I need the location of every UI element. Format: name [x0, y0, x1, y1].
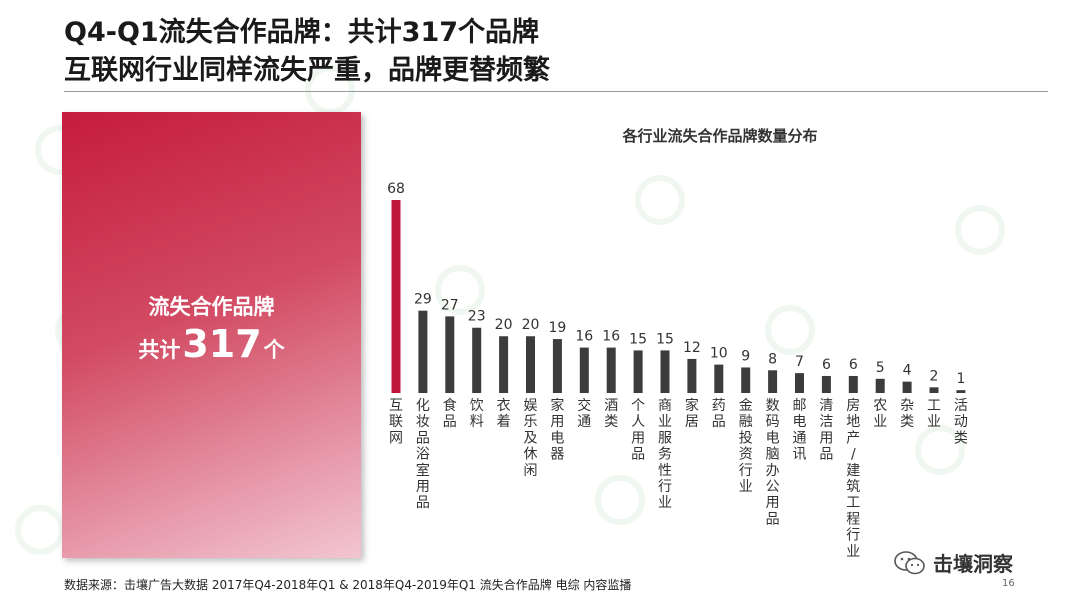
summary-label: 流失合作品牌	[148, 295, 275, 319]
value-label-19: 4	[903, 363, 912, 379]
value-label-2: 27	[441, 297, 459, 313]
summary-prefix: 共计	[138, 338, 181, 362]
bar-3	[472, 327, 482, 393]
category-label-13: 金融投资行业	[739, 398, 753, 495]
page-title-line-1: Q4-Q1流失合作品牌：共计317个品牌	[64, 17, 540, 48]
category-label-4: 衣着	[497, 398, 511, 430]
summary-suffix: 个	[263, 338, 285, 362]
value-label-16: 6	[822, 357, 831, 373]
category-label-5: 娱乐及休闲	[524, 398, 538, 479]
value-label-14: 8	[768, 351, 777, 367]
value-label-8: 16	[602, 329, 620, 345]
bar-0	[391, 200, 401, 393]
bar-10	[660, 350, 670, 393]
bar-14	[768, 370, 778, 393]
bar-7	[579, 347, 589, 393]
category-label-12: 药品	[712, 398, 726, 430]
bar-4	[499, 336, 509, 393]
title-divider	[64, 91, 1048, 92]
data-source-note: 数据来源：击壤广告大数据 2017年Q4-2018年Q1 & 2018年Q4-2…	[64, 578, 632, 592]
value-label-7: 16	[575, 329, 593, 345]
category-label-18: 农业	[873, 398, 887, 430]
summary-panel: 流失合作品牌 共计317个	[62, 112, 361, 558]
category-label-8: 酒类	[604, 398, 618, 430]
category-label-11: 家居	[685, 397, 699, 430]
bar-21	[956, 390, 966, 393]
value-label-9: 15	[629, 331, 647, 347]
bar-1	[418, 310, 428, 393]
bar-9	[633, 350, 643, 393]
page-title: Q4-Q1流失合作品牌：共计317个品牌 互联网行业同样流失严重，品牌更替频繁	[64, 14, 550, 90]
category-label-15: 邮电通讯	[793, 398, 807, 463]
brand-badge: 击壤洞察	[893, 548, 1013, 577]
bar-2	[445, 316, 455, 393]
value-label-10: 15	[656, 331, 674, 347]
bar-20	[929, 387, 939, 393]
brand-name: 击壤洞察	[933, 552, 1013, 576]
value-label-20: 2	[930, 368, 939, 384]
bar-16	[821, 375, 831, 393]
category-label-16: 清洁用品	[819, 398, 833, 463]
page-title-line-2: 互联网行业同样流失严重，品牌更替频繁	[64, 55, 550, 86]
bar-17	[848, 375, 858, 393]
value-label-12: 10	[710, 346, 728, 362]
value-label-21: 1	[956, 371, 965, 387]
category-label-6: 家用电器	[550, 397, 564, 463]
category-label-14: 数码电脑办公用品	[766, 398, 780, 527]
value-label-18: 5	[876, 360, 885, 376]
bar-19	[902, 381, 912, 393]
bar-5	[526, 336, 535, 393]
category-label-20: 工业	[927, 398, 941, 430]
summary-total-line: 共计317个	[62, 322, 361, 374]
bar-13	[741, 367, 751, 393]
page-number: 16	[1002, 578, 1015, 589]
value-label-11: 12	[683, 340, 701, 356]
bar-18	[875, 378, 885, 393]
bar-12	[714, 364, 724, 393]
category-label-10: 商业服务性行业	[658, 398, 672, 511]
category-label-9: 个人用品	[631, 398, 645, 463]
category-label-2: 食品	[443, 397, 457, 430]
bar-15	[795, 373, 804, 393]
bar-8	[606, 347, 616, 393]
value-label-17: 6	[849, 357, 858, 373]
category-label-17: 房地产/建筑工程行业	[846, 398, 860, 560]
category-label-21: 活动类	[954, 398, 968, 446]
bar-11	[687, 358, 697, 393]
value-label-0: 68	[387, 181, 405, 197]
value-label-1: 29	[414, 292, 432, 308]
category-label-7: 交通	[577, 397, 591, 430]
value-label-3: 23	[468, 309, 486, 325]
category-label-3: 饮料	[470, 398, 484, 430]
value-label-4: 20	[495, 317, 513, 333]
bar-6	[552, 339, 562, 393]
value-label-15: 7	[795, 354, 804, 370]
value-label-6: 19	[548, 320, 566, 336]
value-label-5: 20	[522, 317, 540, 333]
category-label-1: 化妆品浴室用品	[416, 398, 430, 511]
category-label-19: 杂类	[900, 398, 914, 430]
wechat-icon	[894, 550, 925, 574]
value-label-13: 9	[741, 348, 750, 364]
chart-title: 各行业流失合作品牌数量分布	[622, 127, 818, 145]
summary-text: 流失合作品牌 共计317个	[62, 292, 361, 374]
summary-total: 317	[182, 322, 262, 366]
category-label-0: 互联网	[389, 398, 403, 446]
